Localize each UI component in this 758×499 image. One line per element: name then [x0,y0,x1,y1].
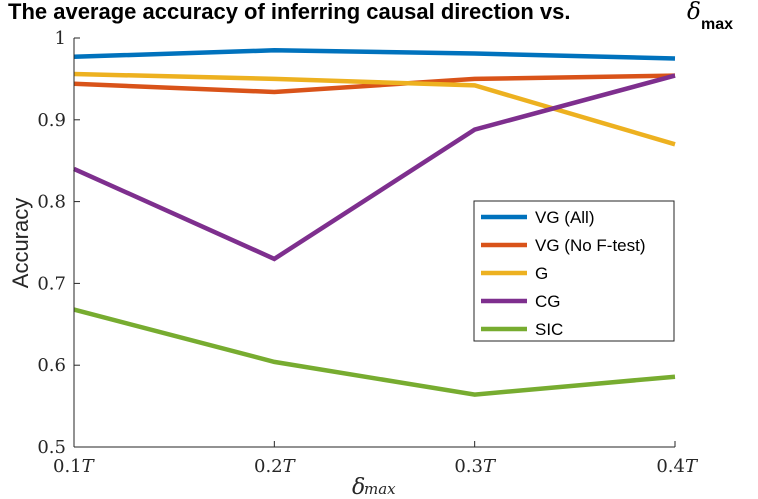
chart-title-symbol: δ [687,0,701,25]
y-tick-label-2: 0.7 [37,273,66,294]
tick-layer: 0.5 0.6 0.7 0.8 0.9 1 0.1T 0.2T 0.3T 0.4T [37,28,699,477]
y-tick-label-4: 0.9 [37,110,66,131]
legend-label-3: CG [535,292,561,311]
x-tick-label-3: 0.4T [656,456,699,477]
chart-title-subscript: max [701,16,733,33]
series-layer [73,48,676,397]
y-axis-label: Accuracy [8,198,33,288]
legend-label-1: VG (No F-test) [535,236,646,255]
legend-label-2: G [535,264,548,283]
x-axis-label: δ max [352,475,396,499]
x-tick-label-0: 0.1T [53,456,96,477]
x-tick-label-2: 0.3T [454,456,497,477]
series-line-4 [73,307,676,397]
y-tick-label-5: 1 [55,28,66,49]
series-line-2 [73,71,676,147]
legend-label-0: VG (All) [535,208,595,227]
y-tick-label-1: 0.6 [37,355,66,376]
legend-label-4: SIC [535,320,563,339]
chart-title: The average accuracy of inferring causal… [8,0,733,33]
x-tick-label-1: 0.2T [254,456,297,477]
x-axis-label-subscript: max [364,480,396,498]
x-axis-label-symbol: δ [352,475,365,499]
y-tick-label-3: 0.8 [37,192,66,213]
y-tick-label-0: 0.5 [37,437,66,458]
legend-items: VG (All) VG (No F-test) G CG SIC [481,208,646,339]
legend-box [473,200,675,342]
series-line-1 [73,73,676,95]
series-line-0 [73,48,676,61]
series-line-3 [73,73,676,262]
legend: VG (All) VG (No F-test) G CG SIC [473,200,675,342]
chart-title-text: The average accuracy of inferring causal… [8,0,570,24]
